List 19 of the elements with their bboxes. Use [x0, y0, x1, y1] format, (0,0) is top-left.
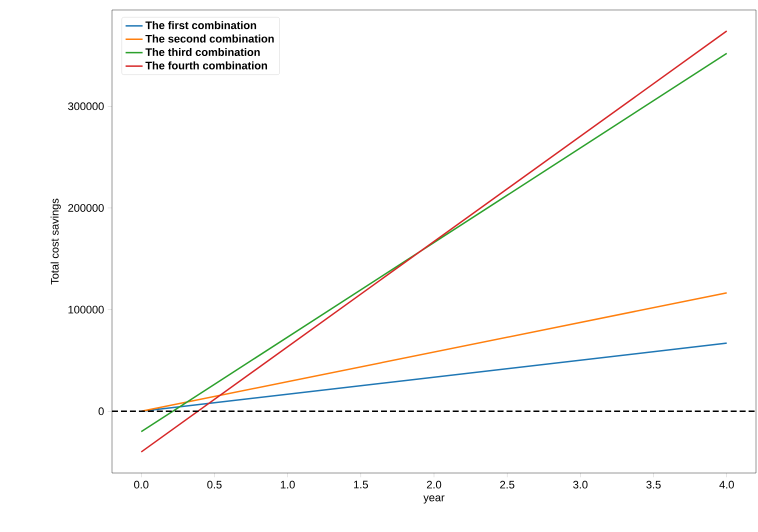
legend-label: The third combination [145, 48, 260, 56]
x-tick-label: 4.0 [719, 480, 734, 489]
y-tick-label: 100000 [68, 306, 104, 314]
x-tick-label: 2.5 [500, 480, 514, 489]
legend-label: The second combination [145, 34, 274, 43]
x-tick-label: 3.5 [646, 480, 661, 489]
legend-label: The fourth combination [145, 61, 268, 70]
x-tick-label: 1.0 [280, 480, 295, 489]
x-tick-label: 2.0 [426, 480, 442, 489]
x-tick-label: 1.5 [354, 480, 368, 488]
x-tick-label: 0.5 [207, 480, 222, 489]
y-tick-label: 0 [98, 407, 104, 416]
y-axis-title: Total cost savings [50, 198, 61, 284]
x-axis-title: year [423, 495, 444, 504]
y-tick-label: 200000 [68, 204, 104, 212]
x-tick-label: 0.0 [134, 480, 148, 489]
x-tick-label: 3.0 [573, 480, 588, 489]
y-tick-label: 300000 [68, 102, 104, 110]
legend-label: The first combination [145, 21, 256, 30]
